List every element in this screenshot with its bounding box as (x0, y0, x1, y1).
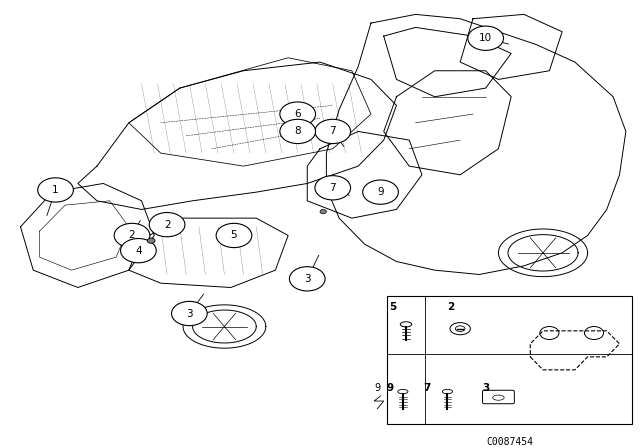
Text: 9: 9 (374, 383, 380, 393)
Text: 3: 3 (304, 274, 310, 284)
Circle shape (38, 178, 74, 202)
Bar (387, 296, 632, 424)
Circle shape (147, 238, 155, 243)
Text: 7: 7 (330, 126, 336, 137)
Circle shape (320, 210, 326, 214)
Text: 10: 10 (479, 33, 492, 43)
Circle shape (216, 224, 252, 248)
Text: 2: 2 (129, 230, 135, 241)
Text: 2: 2 (447, 302, 454, 312)
Text: 5: 5 (230, 230, 237, 241)
Text: 8: 8 (294, 126, 301, 137)
Circle shape (172, 302, 207, 326)
Text: 9: 9 (377, 187, 384, 197)
Text: 7: 7 (424, 383, 431, 393)
Circle shape (114, 224, 150, 248)
Circle shape (289, 267, 325, 291)
Text: 6: 6 (294, 109, 301, 119)
Text: 9: 9 (387, 383, 394, 393)
Circle shape (363, 180, 398, 204)
Circle shape (315, 119, 351, 143)
Circle shape (120, 238, 156, 263)
Text: 5: 5 (390, 302, 397, 312)
Text: 7: 7 (330, 183, 336, 193)
Text: 3: 3 (186, 309, 193, 319)
Circle shape (468, 26, 504, 50)
Text: 2: 2 (164, 220, 170, 230)
Text: C0087454: C0087454 (486, 437, 533, 447)
Circle shape (149, 212, 185, 237)
Circle shape (280, 102, 316, 126)
Circle shape (280, 119, 316, 143)
Circle shape (315, 176, 351, 200)
Text: 1: 1 (52, 185, 59, 195)
Text: 4: 4 (135, 246, 141, 256)
Text: 3: 3 (482, 383, 490, 393)
